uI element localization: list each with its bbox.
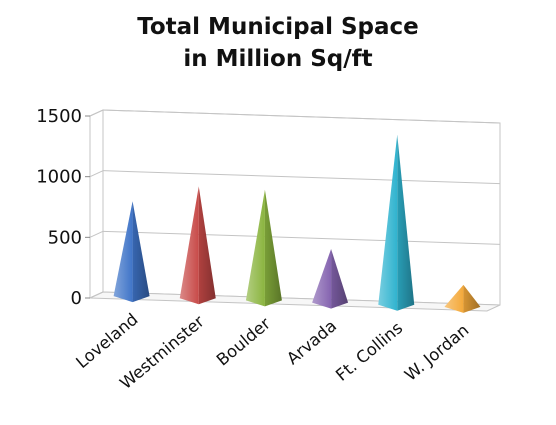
side-gridline bbox=[89, 109, 104, 117]
x-tick-label: Arvada bbox=[283, 316, 340, 368]
y-tick-label: 1500 bbox=[36, 106, 82, 127]
y-tick-label: 0 bbox=[71, 288, 82, 309]
y-tick-label: 500 bbox=[48, 227, 82, 248]
bar-face-right bbox=[132, 201, 150, 303]
y-axis-tick-labels: 0 500 1000 1500 bbox=[36, 106, 82, 309]
side-gridline bbox=[89, 230, 104, 238]
bar bbox=[113, 201, 150, 303]
chart-title: Total Municipal Space in Million Sq/ft bbox=[137, 14, 419, 72]
x-tick-label: W. Jordan bbox=[401, 320, 473, 384]
side-wall bbox=[89, 109, 104, 299]
bar-face-left bbox=[312, 248, 332, 309]
chart-title-line-1: Total Municipal Space bbox=[137, 14, 419, 40]
side-gridline bbox=[89, 170, 104, 178]
x-tick-label: Loveland bbox=[72, 310, 141, 372]
bar-face-right bbox=[331, 248, 349, 309]
chart-title-line-2: in Million Sq/ft bbox=[183, 46, 372, 72]
bar-face-right bbox=[397, 134, 415, 311]
bar bbox=[245, 189, 282, 307]
plot-area bbox=[85, 109, 501, 312]
bar-face-left bbox=[113, 201, 133, 303]
bar-face-left bbox=[179, 186, 199, 305]
bar bbox=[378, 134, 415, 311]
bar-face-right bbox=[198, 186, 216, 305]
bar-face-right bbox=[463, 284, 481, 313]
bar bbox=[312, 248, 349, 309]
y-tick-label: 1000 bbox=[36, 167, 82, 188]
back-wall bbox=[102, 109, 501, 306]
gridline bbox=[102, 230, 501, 245]
bar bbox=[179, 186, 216, 305]
bar-face-left bbox=[245, 189, 265, 307]
side-gridline bbox=[89, 291, 104, 299]
gridline bbox=[102, 170, 501, 185]
bar bbox=[444, 284, 481, 313]
bar-face-left bbox=[444, 284, 464, 313]
gridline bbox=[102, 109, 501, 124]
bar-face-left bbox=[378, 134, 398, 311]
bar-face-right bbox=[264, 189, 282, 307]
x-tick-label: Boulder bbox=[213, 314, 274, 370]
pyramid-bars bbox=[113, 134, 481, 313]
x-tick-label: Ft. Collins bbox=[332, 318, 406, 385]
